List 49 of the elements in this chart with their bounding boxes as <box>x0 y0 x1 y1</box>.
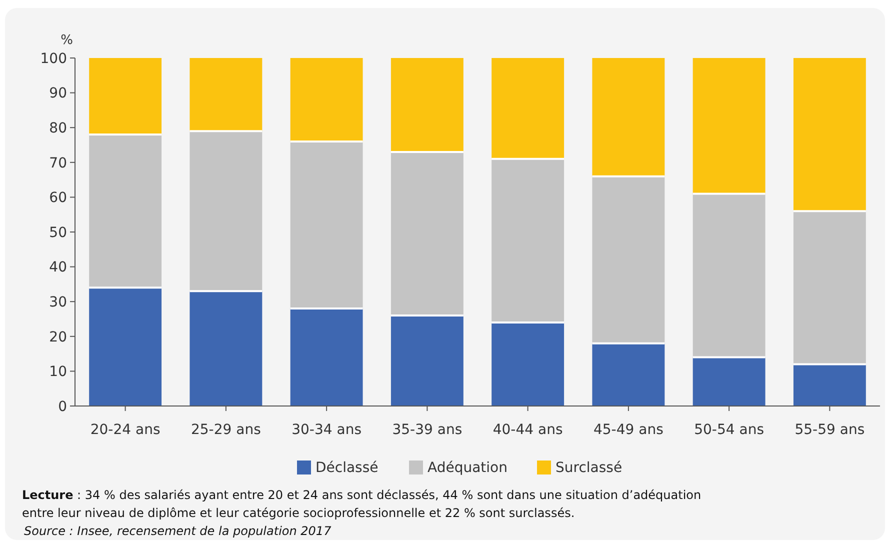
bar <box>793 364 866 406</box>
bar <box>793 211 866 364</box>
bar <box>390 152 464 316</box>
text: Lecture : 34 % des salariés ayant entre 20 et 24 ans sont déclassés, 44 % sont dans une situation d’adéquation entre leur niveau de diplôme et leur catégorie socioprofessionnelle et 22 % sont surclassés. <box>22 488 702 520</box>
x-tick-label: 25-29 ans <box>190 422 261 438</box>
legend-label: Déclassé <box>316 460 378 476</box>
x-tick-label: 40-44 ans <box>492 422 563 438</box>
bar <box>89 58 162 135</box>
x-tick-label: 55-59 ans <box>794 422 865 438</box>
bar <box>190 131 262 292</box>
y-tick-label: 20 <box>49 329 67 346</box>
x-tick-label: 50-54 ans <box>694 422 764 438</box>
bar <box>692 58 766 194</box>
bar <box>89 134 162 288</box>
y-tick-label: 90 <box>49 86 67 102</box>
legend-label: Adéquation <box>428 460 508 476</box>
bar <box>190 291 262 406</box>
y-axis-title: % <box>60 33 73 48</box>
bar <box>692 194 766 358</box>
y-tick-label: 10 <box>49 364 67 380</box>
y-tick-label: 40 <box>49 260 67 276</box>
y-tick-label: 50 <box>49 224 67 241</box>
x-tick-label: 20-24 ans <box>90 422 160 438</box>
x-tick-label: 35-39 ans <box>392 422 462 438</box>
bar <box>290 58 363 142</box>
bar <box>793 58 866 212</box>
bar <box>492 158 564 322</box>
bar <box>290 142 363 309</box>
bar <box>390 58 464 152</box>
bar <box>89 288 162 406</box>
bar <box>592 58 665 176</box>
y-tick-label: 0 <box>58 398 67 415</box>
bar <box>492 322 564 406</box>
source-note: Source : Insee, recensement de la population 2017 <box>24 524 332 538</box>
y-tick-label: 70 <box>49 155 67 172</box>
bar <box>492 58 564 159</box>
y-tick-label: 60 <box>49 190 67 206</box>
bar <box>190 58 262 132</box>
x-tick-label: 30-34 ans <box>292 422 362 438</box>
y-tick-label: 100 <box>40 50 67 67</box>
bar <box>692 357 766 406</box>
bar <box>592 176 665 344</box>
x-tick-label: 45-49 ans <box>593 422 664 438</box>
bar <box>290 308 363 406</box>
y-tick-label: 30 <box>49 294 67 310</box>
legend-label: Surclassé <box>556 460 622 476</box>
bar <box>390 316 464 406</box>
y-tick-label: 80 <box>49 120 67 136</box>
bar <box>592 343 665 406</box>
